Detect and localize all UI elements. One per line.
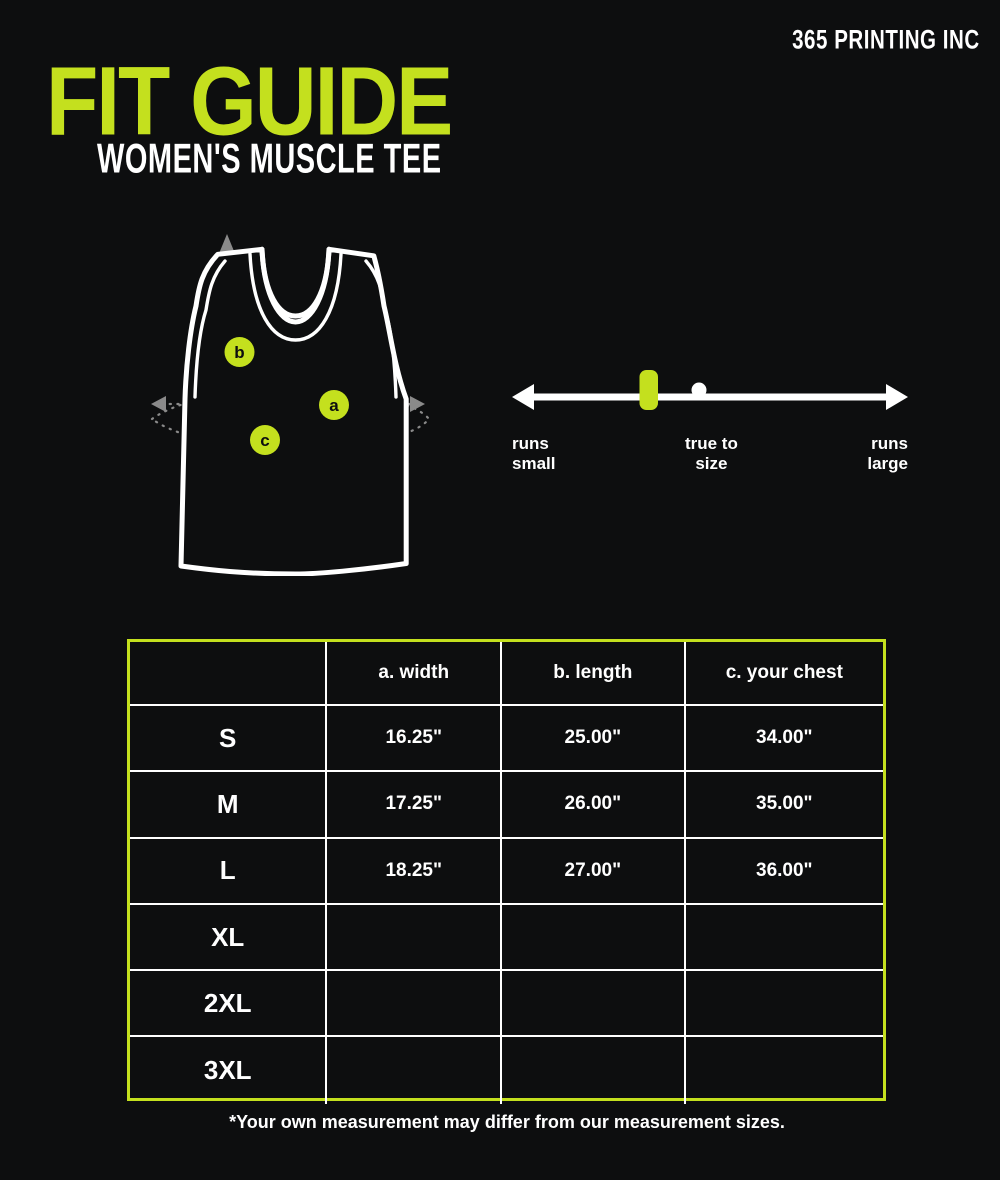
svg-text:c: c [260, 431, 269, 450]
svg-text:a: a [329, 396, 339, 415]
svg-text:b: b [234, 343, 244, 362]
